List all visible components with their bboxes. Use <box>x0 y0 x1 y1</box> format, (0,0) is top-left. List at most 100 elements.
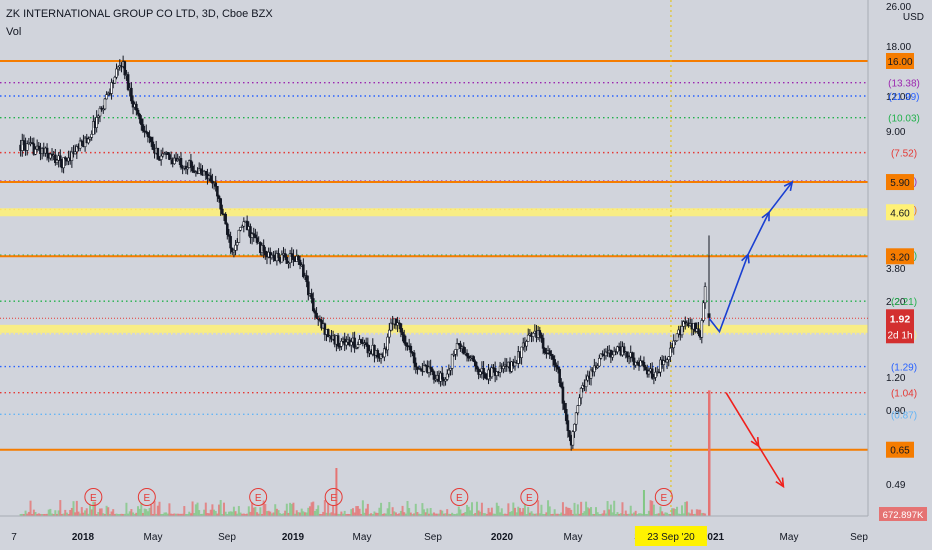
candle-body <box>156 147 160 160</box>
earnings-marker[interactable]: E <box>249 488 268 506</box>
candle-body <box>75 146 79 153</box>
candle-body <box>545 352 548 355</box>
volume-bar <box>267 510 270 516</box>
volume-bar <box>411 513 414 516</box>
earnings-marker[interactable]: E <box>84 488 103 506</box>
volume-bar <box>684 501 687 516</box>
volume-bar <box>428 513 431 516</box>
volume-bar <box>290 504 293 516</box>
candle-body <box>412 352 416 364</box>
candle-body <box>596 365 599 368</box>
candle-body <box>551 355 555 360</box>
volume-bar <box>590 507 593 516</box>
volume-bar <box>505 513 508 516</box>
candle-body <box>73 151 77 155</box>
volume-bar <box>459 509 462 516</box>
volume-bar <box>393 511 396 516</box>
candle-body <box>700 320 704 338</box>
level-price-tag <box>886 174 914 191</box>
earnings-marker[interactable]: E <box>324 488 343 506</box>
candle-body <box>161 153 165 157</box>
earnings-marker[interactable]: E <box>450 488 469 506</box>
volume-bar <box>621 502 624 516</box>
volume-bar <box>456 513 459 516</box>
candle-body <box>225 223 229 235</box>
volume-bar <box>667 513 670 516</box>
volume-value-tag <box>879 507 927 521</box>
candle-body <box>219 198 222 210</box>
support-band <box>0 324 868 333</box>
volume-bar <box>199 513 202 516</box>
volume-bar <box>249 511 252 516</box>
candle-body <box>447 369 451 375</box>
projection-down-arrow-2 <box>757 445 785 489</box>
volume-bar <box>637 513 640 516</box>
volume-bar <box>672 508 675 516</box>
candle-body <box>116 66 120 70</box>
earnings-marker-label: E <box>526 493 533 504</box>
candle-body <box>211 180 214 184</box>
candle-body <box>356 344 360 348</box>
volume-bar <box>452 513 455 516</box>
candle-body <box>469 357 472 360</box>
volume-bar <box>315 508 318 516</box>
candle-body <box>495 371 499 376</box>
projection-down-arrow-2-head <box>775 477 785 489</box>
volume-bar <box>318 513 321 516</box>
volume-bar <box>52 513 55 516</box>
volume-bar <box>537 500 540 516</box>
volume-bar <box>24 510 27 516</box>
volume-bar <box>580 501 583 516</box>
candle-body <box>313 310 317 314</box>
volume-bar <box>257 513 260 516</box>
volume-bar <box>566 507 569 516</box>
earnings-marker-label: E <box>330 493 337 504</box>
candle-body <box>349 341 353 346</box>
volume-bar <box>87 513 90 516</box>
volume-bar <box>513 507 516 516</box>
volume-bar <box>145 509 148 516</box>
volume-bar <box>479 511 482 516</box>
earnings-marker[interactable]: E <box>654 488 673 506</box>
candle-body <box>672 340 676 349</box>
volume-bar <box>84 510 87 516</box>
candle-body <box>199 168 203 172</box>
candle-body <box>209 175 213 182</box>
volume-bar <box>568 507 571 516</box>
volume-bar <box>633 512 636 516</box>
volume-bar <box>130 509 133 516</box>
volume-bar <box>548 506 551 516</box>
time-axis <box>0 516 868 550</box>
volume-bar <box>431 513 434 516</box>
volume-bar <box>576 504 579 516</box>
candle-body <box>563 403 566 410</box>
candle-body <box>427 366 431 373</box>
volume-bar <box>75 500 78 516</box>
candle-body <box>54 154 57 163</box>
volume-bar <box>323 500 326 516</box>
candle-body <box>62 157 65 169</box>
candle-body <box>105 94 108 100</box>
earnings-marker[interactable]: E <box>520 488 539 506</box>
volume-bar <box>662 513 665 516</box>
volume-bar <box>685 501 688 516</box>
volume-bar <box>337 513 340 516</box>
volume-bar <box>219 500 222 516</box>
volume-bar <box>348 514 351 516</box>
level-price-label: 4.60 <box>890 208 910 219</box>
volume-bar <box>345 513 348 516</box>
volume-bar <box>285 503 288 516</box>
volume-bar <box>179 513 182 516</box>
volume-bar <box>497 505 500 516</box>
fib-level-label: (11.99) <box>889 92 920 103</box>
volume-bar <box>188 511 191 516</box>
volume-bar <box>523 504 526 516</box>
candle-body <box>50 153 54 156</box>
candle-body <box>126 74 130 90</box>
earnings-marker-label: E <box>456 493 463 504</box>
earnings-marker[interactable]: E <box>137 488 156 506</box>
candle-body <box>604 351 608 357</box>
volume-bar <box>429 507 432 516</box>
